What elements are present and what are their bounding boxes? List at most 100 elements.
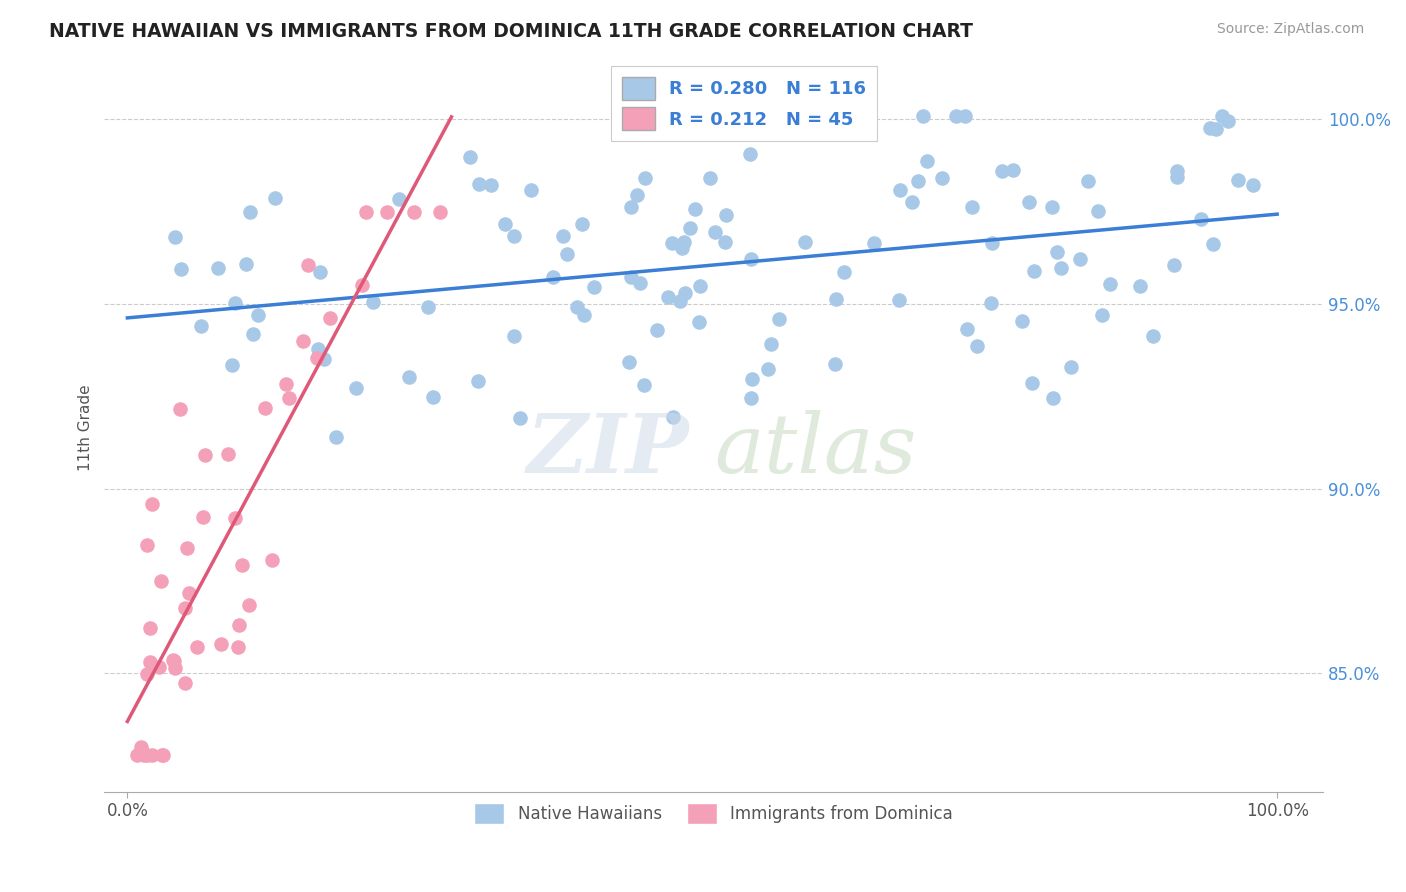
Point	[422, 390, 444, 404]
Point	[193, 510, 215, 524]
Point	[756, 361, 779, 376]
Text: atlas: atlas	[714, 409, 917, 490]
Point	[291, 334, 314, 348]
Point	[567, 300, 589, 314]
Point	[165, 661, 187, 675]
Point	[661, 236, 683, 251]
Point	[429, 204, 451, 219]
Point	[264, 190, 287, 204]
Point	[889, 183, 911, 197]
Point	[352, 277, 374, 292]
Point	[209, 637, 232, 651]
Point	[139, 621, 162, 635]
Point	[228, 618, 250, 632]
Point	[716, 208, 738, 222]
Point	[262, 553, 284, 567]
Point	[960, 200, 983, 214]
Point	[276, 376, 298, 391]
Point	[361, 294, 384, 309]
Point	[1024, 264, 1046, 278]
Point	[344, 381, 367, 395]
Point	[307, 351, 329, 365]
Point	[704, 225, 727, 239]
Point	[176, 541, 198, 556]
Point	[768, 312, 790, 326]
Point	[375, 204, 398, 219]
Point	[224, 511, 246, 525]
Point	[194, 448, 217, 462]
Point	[309, 265, 332, 279]
Point	[141, 747, 163, 762]
Point	[557, 246, 579, 260]
Point	[671, 241, 693, 255]
Point	[163, 229, 186, 244]
Point	[509, 410, 531, 425]
Point	[915, 153, 938, 168]
Point	[1018, 194, 1040, 209]
Point	[1205, 122, 1227, 136]
Point	[297, 258, 319, 272]
Point	[174, 676, 197, 690]
Point	[307, 343, 329, 357]
Point	[688, 315, 710, 329]
Point	[862, 235, 884, 250]
Point	[231, 558, 253, 572]
Point	[354, 204, 377, 219]
Point	[207, 261, 229, 276]
Point	[1001, 163, 1024, 178]
Y-axis label: 11th Grade: 11th Grade	[79, 384, 93, 471]
Point	[931, 170, 953, 185]
Point	[634, 170, 657, 185]
Point	[186, 640, 208, 654]
Point	[817, 109, 839, 123]
Point	[633, 378, 655, 392]
Point	[956, 321, 979, 335]
Point	[1227, 172, 1250, 186]
Point	[740, 392, 762, 406]
Point	[832, 265, 855, 279]
Point	[1216, 114, 1239, 128]
Point	[1011, 314, 1033, 328]
Point	[1046, 245, 1069, 260]
Point	[325, 430, 347, 444]
Point	[149, 574, 172, 588]
Point	[174, 601, 197, 615]
Point	[481, 178, 503, 193]
Point	[1129, 279, 1152, 293]
Point	[242, 327, 264, 342]
Point	[150, 747, 173, 762]
Point	[714, 235, 737, 249]
Point	[190, 319, 212, 334]
Legend: Native Hawaiians, Immigrants from Dominica: Native Hawaiians, Immigrants from Domini…	[468, 796, 960, 830]
Point	[824, 357, 846, 371]
Point	[571, 217, 593, 231]
Point	[673, 286, 696, 301]
Point	[1059, 359, 1081, 374]
Point	[1142, 328, 1164, 343]
Point	[945, 109, 967, 123]
Point	[626, 187, 648, 202]
Point	[907, 174, 929, 188]
Point	[135, 747, 157, 762]
Point	[246, 309, 269, 323]
Point	[738, 146, 761, 161]
Point	[129, 740, 152, 755]
Point	[127, 747, 149, 762]
Point	[981, 235, 1004, 250]
Point	[235, 257, 257, 271]
Point	[135, 666, 157, 681]
Point	[689, 278, 711, 293]
Point	[278, 392, 301, 406]
Point	[794, 235, 817, 249]
Point	[136, 538, 159, 552]
Point	[388, 192, 411, 206]
Point	[467, 374, 489, 388]
Text: Source: ZipAtlas.com: Source: ZipAtlas.com	[1216, 22, 1364, 37]
Point	[741, 372, 763, 386]
Point	[683, 202, 706, 217]
Point	[1199, 120, 1222, 135]
Point	[582, 280, 605, 294]
Point	[226, 640, 249, 654]
Point	[152, 747, 174, 762]
Point	[1163, 258, 1185, 272]
